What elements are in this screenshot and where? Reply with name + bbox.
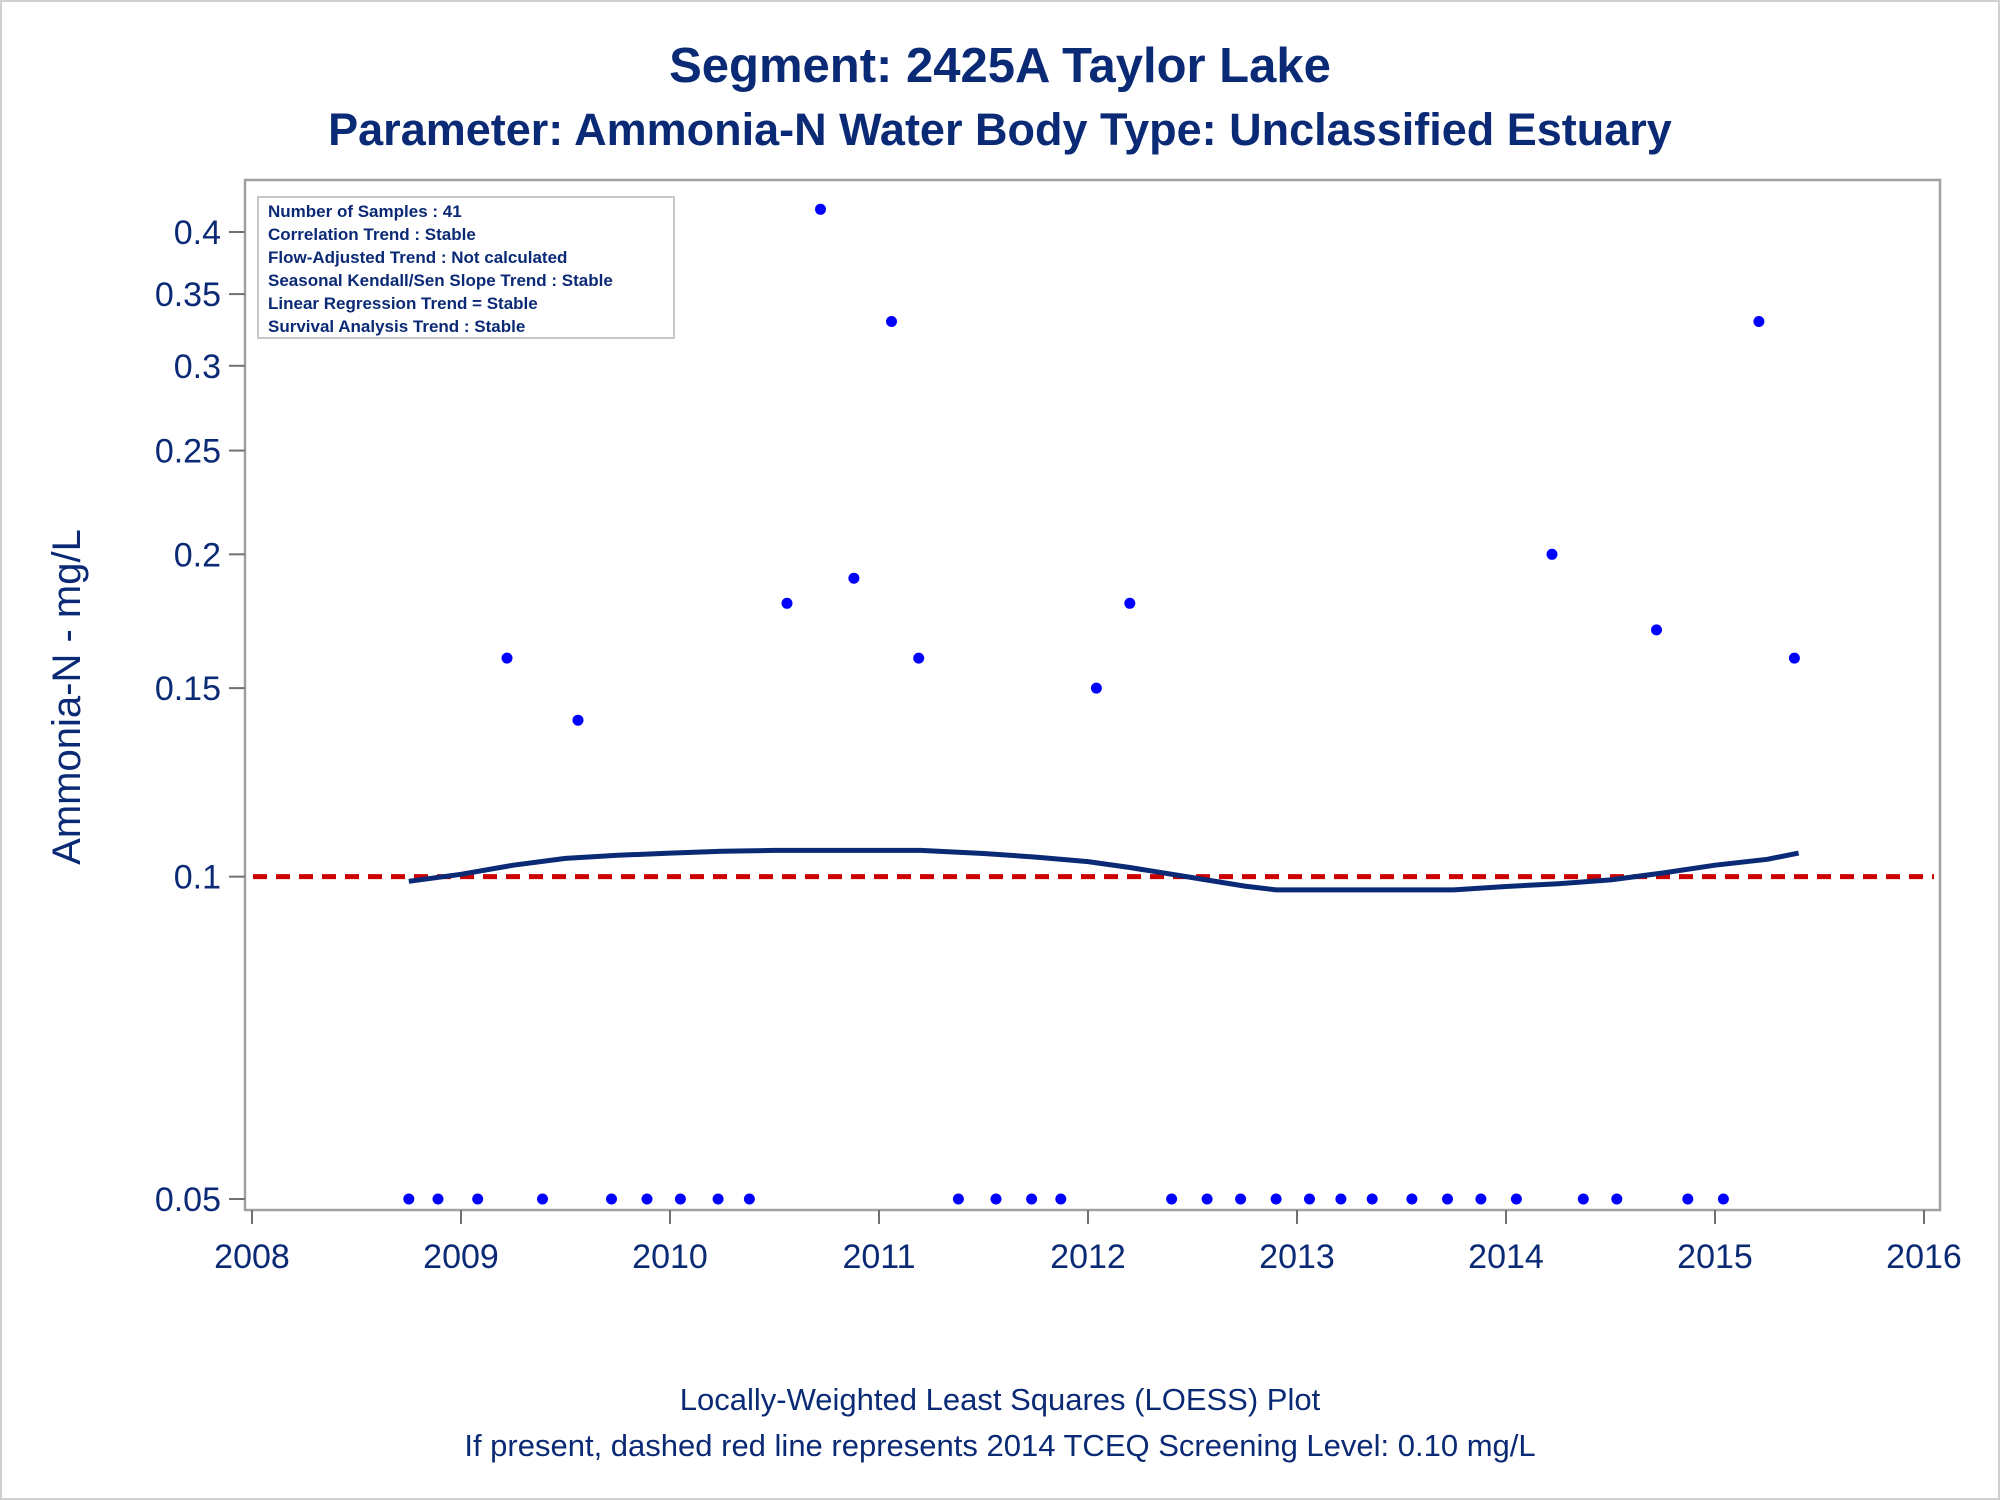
x-tick-label: 2010 (632, 1238, 708, 1276)
data-point (1546, 548, 1558, 560)
info-line-flow-adjusted: Flow-Adjusted Trend : Not calculated (268, 248, 567, 267)
x-tick-label: 2014 (1468, 1238, 1544, 1276)
data-point (1406, 1193, 1418, 1205)
data-point (1651, 624, 1662, 636)
data-point (537, 1193, 548, 1205)
data-point (1753, 316, 1765, 327)
data-point (1055, 1193, 1067, 1205)
loess-line (408, 847, 1800, 893)
x-tick-label: 2008 (214, 1238, 290, 1276)
chart-title: Segment: 2425A Taylor Lake (669, 39, 1331, 93)
info-line-seasonal-kendall: Seasonal Kendall/Sen Slope Trend : Stabl… (268, 271, 613, 290)
y-tick-label: 0.1 (174, 859, 221, 897)
data-point (743, 1193, 755, 1205)
data-point (886, 316, 897, 327)
x-tick-label: 2009 (423, 1238, 499, 1276)
data-point (1201, 1193, 1213, 1205)
data-point (1717, 1193, 1729, 1205)
data-point (913, 652, 925, 664)
data-point (432, 1193, 444, 1205)
data-point (1510, 1193, 1522, 1205)
data-point (1270, 1193, 1282, 1205)
y-tick-label: 0.05 (155, 1181, 221, 1219)
data-point (472, 1193, 484, 1205)
y-tick-label: 0.25 (155, 433, 221, 471)
x-tick-label: 2016 (1886, 1238, 1962, 1276)
x-tick-label: 2012 (1050, 1238, 1126, 1276)
plot-area-border (243, 178, 1942, 1212)
data-point (1026, 1193, 1038, 1205)
x-tick-label: 2011 (842, 1238, 915, 1276)
data-point (1366, 1193, 1378, 1205)
y-tick-label: 0.2 (174, 536, 221, 574)
data-point (1235, 1193, 1247, 1205)
data-point (1335, 1193, 1347, 1205)
plot-layer: 0.05 0.1 0.15 0.2 0.25 0.3 0.35 0.4 2008 2009 2010… (155, 178, 1962, 1276)
info-line-linear-regression: Linear Regression Trend = Stable (268, 294, 538, 313)
data-point (1166, 1193, 1178, 1205)
footnote-loess: Locally-Weighted Least Squares (LOESS) P… (679, 1382, 1321, 1417)
data-point (990, 1193, 1002, 1205)
info-box-border (257, 196, 675, 339)
data-point (572, 714, 584, 726)
data-point (1090, 682, 1102, 694)
data-point (952, 1193, 964, 1205)
footnote-screening: If present, dashed red line represents 2… (464, 1428, 1536, 1463)
data-point (1577, 1193, 1589, 1205)
data-point (815, 203, 826, 215)
chart-subtitle: Parameter: Ammonia-N Water Body Type: Un… (328, 104, 1672, 155)
data-point (1611, 1193, 1623, 1205)
y-tick-label: 0.35 (155, 276, 221, 314)
data-point (1304, 1193, 1315, 1205)
data-point (1442, 1193, 1453, 1205)
y-tick-label: 0.4 (174, 214, 221, 252)
data-point (1788, 652, 1800, 664)
info-line-survival: Survival Analysis Trend : Stable (268, 317, 525, 336)
data-point (501, 652, 513, 664)
data-point (1682, 1193, 1694, 1205)
info-box: Number of Samples : 41 Correlation Trend… (257, 196, 675, 339)
data-point (641, 1193, 653, 1205)
data-point (781, 597, 793, 609)
data-point (1475, 1193, 1487, 1205)
data-point (1124, 597, 1136, 609)
data-point (848, 572, 860, 584)
data-point (674, 1193, 686, 1205)
y-tick-label: 0.3 (174, 348, 221, 386)
info-line-samples: Number of Samples : 41 (268, 202, 462, 221)
y-tick-label: 0.15 (155, 670, 221, 708)
info-line-correlation: Correlation Trend : Stable (268, 225, 476, 244)
x-tick-label: 2013 (1259, 1238, 1335, 1276)
x-tick-label: 2015 (1677, 1238, 1753, 1276)
y-axis-label: Ammonia-N - mg/L (45, 529, 89, 865)
data-point (712, 1193, 724, 1205)
data-point (606, 1193, 617, 1205)
data-point (403, 1193, 415, 1205)
